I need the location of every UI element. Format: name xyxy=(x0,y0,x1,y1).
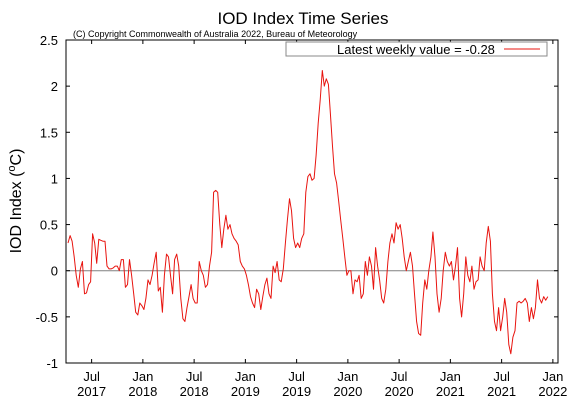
legend: Latest weekly value = -0.28 xyxy=(285,41,548,57)
x-tick-label-month: Jan xyxy=(440,369,461,384)
chart-title: IOD Index Time Series xyxy=(217,9,388,28)
x-axis-ticks: Jul2017Jan2018Jul2018Jan2019Jul2019Jan20… xyxy=(77,40,567,399)
x-tick-label-month: Jul xyxy=(391,369,408,384)
x-tick-label-month: Jul xyxy=(493,369,510,384)
x-tick-label-month: Jan xyxy=(132,369,153,384)
x-tick-label-year: 2022 xyxy=(538,384,567,399)
y-axis-label-unit: C) xyxy=(8,149,25,166)
y-tick-label: 1 xyxy=(51,171,58,186)
x-tick-label-month: Jul xyxy=(288,369,305,384)
y-tick-label: -1 xyxy=(46,356,58,371)
y-axis-label-superscript: o xyxy=(6,165,18,171)
chart-subtitle: (C) Copyright Commonwealth of Australia … xyxy=(73,29,358,39)
y-tick-label: -0.5 xyxy=(36,310,58,325)
y-axis-label-text: IOD Index ( xyxy=(8,171,25,253)
y-tick-label: 2.5 xyxy=(40,33,58,48)
y-tick-label: 0 xyxy=(51,264,58,279)
series-line xyxy=(67,70,549,355)
x-tick-label-month: Jan xyxy=(542,369,563,384)
series-layer xyxy=(67,70,549,355)
x-tick-label-month: Jan xyxy=(337,369,358,384)
y-tick-label: 2 xyxy=(51,79,58,94)
x-tick-label-year: 2017 xyxy=(77,384,106,399)
x-tick-label-year: 2020 xyxy=(333,384,362,399)
legend-box xyxy=(285,41,548,57)
x-tick-label-year: 2019 xyxy=(231,384,260,399)
y-axis-ticks: -1 -0.5 0 0.5 1 1.5 2 2.5 xyxy=(36,33,558,371)
x-tick-label-year: 2018 xyxy=(180,384,209,399)
x-tick-label-year: 2020 xyxy=(385,384,414,399)
x-tick-label-year: 2018 xyxy=(128,384,157,399)
x-tick-label-month: Jul xyxy=(186,369,203,384)
x-tick-label-year: 2021 xyxy=(487,384,516,399)
x-tick-label-month: Jan xyxy=(235,369,256,384)
plot-frame xyxy=(65,39,559,364)
legend-entry-label: Latest weekly value = -0.28 xyxy=(337,42,495,57)
y-tick-label: 0.5 xyxy=(40,218,58,233)
x-tick-label-month: Jul xyxy=(83,369,100,384)
x-tick-label-year: 2019 xyxy=(282,384,311,399)
y-axis-label: IOD Index (oC) xyxy=(6,149,25,254)
x-tick-label-year: 2021 xyxy=(436,384,465,399)
y-tick-label: 1.5 xyxy=(40,125,58,140)
